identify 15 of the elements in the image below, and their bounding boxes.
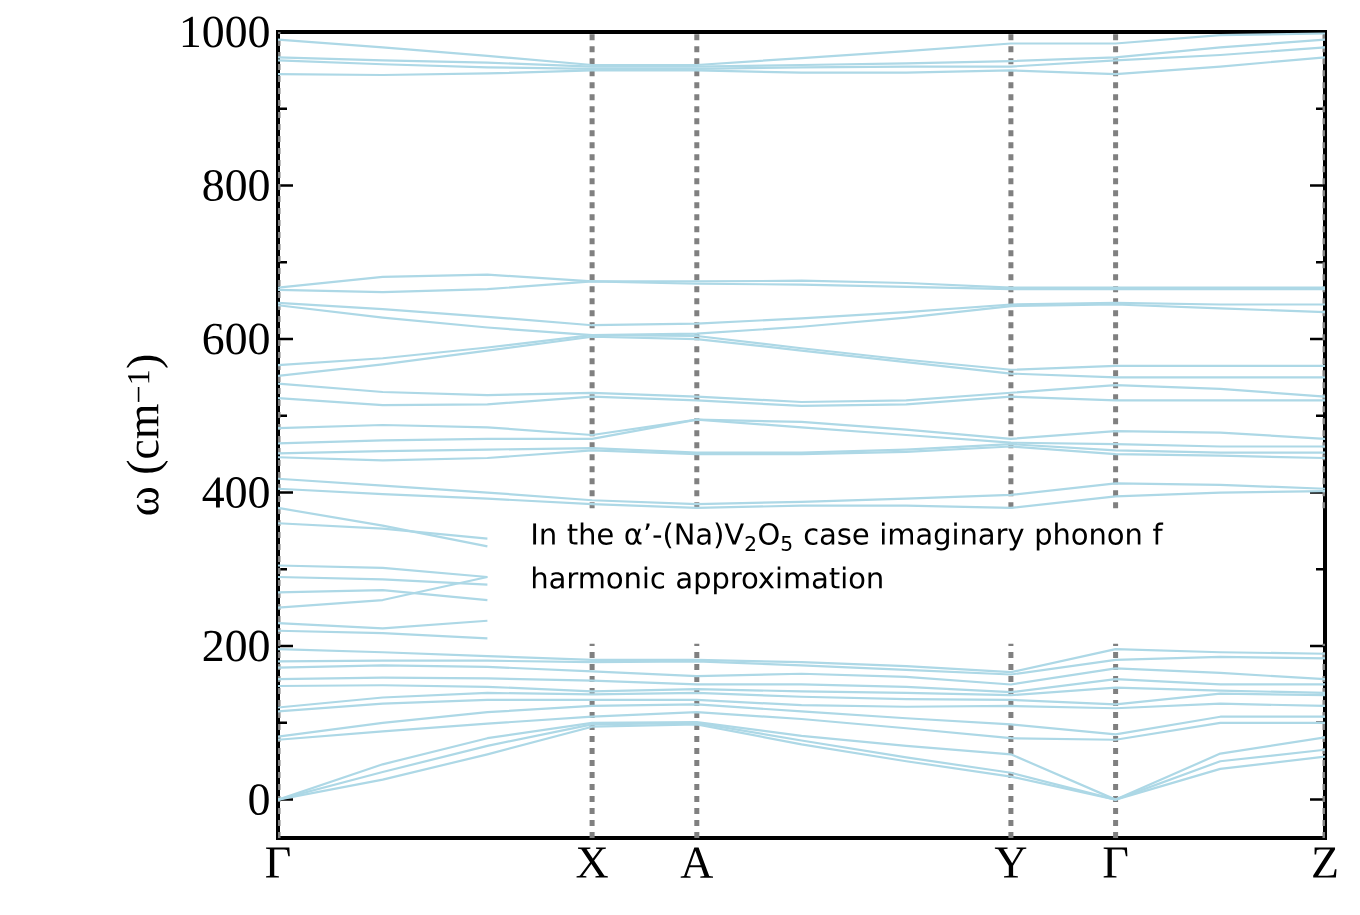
y-tick-label: 800: [203, 170, 269, 201]
x-tick-label: Y: [994, 847, 1027, 878]
y-tick-label: 0: [249, 784, 269, 816]
x-tick-label: Z: [1313, 847, 1337, 878]
annotation: In the α’-(Na)V$_{2}$O$_{5}$ case imaginary phonon f: [533, 522, 1164, 551]
x-tick-label: Γ: [1103, 847, 1128, 878]
y-tick-label: 1000: [182, 16, 269, 48]
x-tick-label: A: [680, 847, 714, 878]
x-tick-label: X: [576, 847, 608, 878]
y-axis-title: ω (cm$^{−1}$): [126, 355, 168, 515]
annotation: harmonic approximation: [532, 566, 882, 595]
y-tick-label: 400: [202, 477, 269, 509]
x-tick-label: Γ: [266, 847, 290, 878]
y-tick-label: 200: [203, 630, 269, 662]
y-tick-label: 600: [203, 323, 269, 355]
